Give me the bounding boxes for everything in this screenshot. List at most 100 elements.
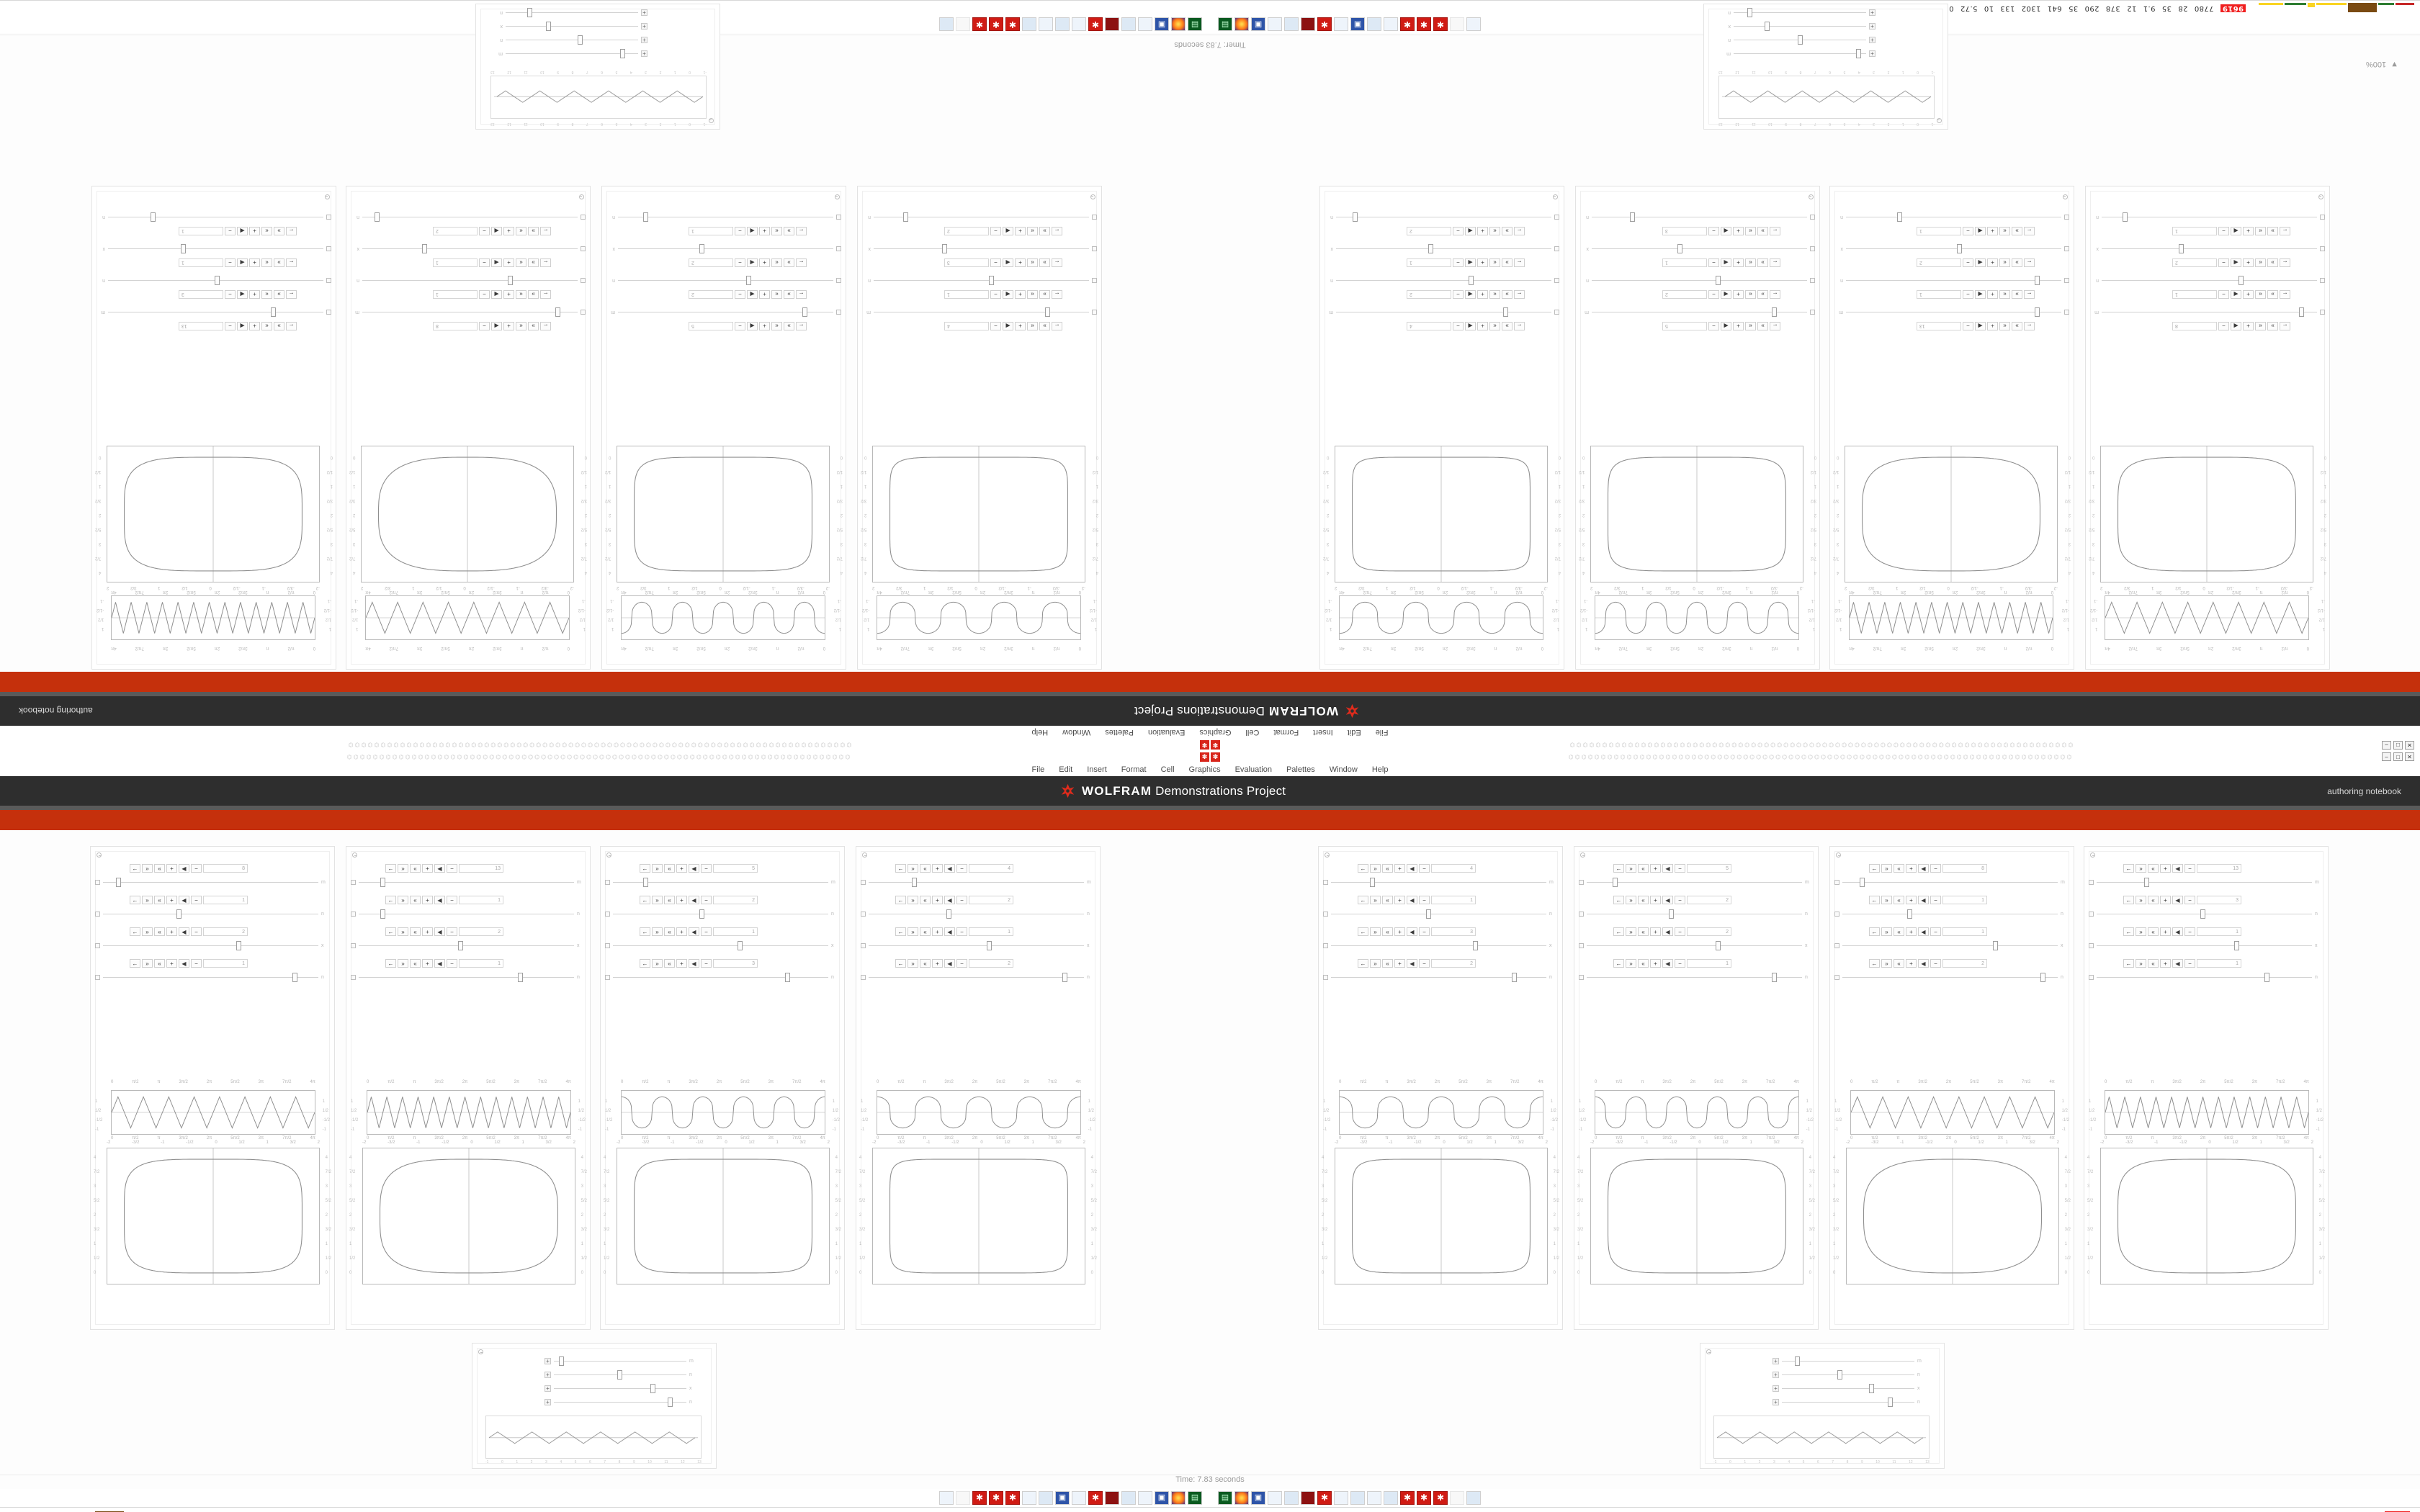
value-field[interactable]: 4: [1407, 322, 1451, 330]
notebook-menubar-mirrored[interactable]: ⌬⌬⌬⌬⌬⌬⌬⌬⌬⌬⌬⌬⌬⌬⌬⌬⌬⌬⌬⌬⌬⌬⌬⌬⌬⌬⌬⌬⌬⌬⌬⌬⌬⌬⌬⌬⌬⌬⌬⌬…: [0, 726, 2420, 751]
anim-button-3[interactable]: +: [422, 927, 433, 936]
anim-button-1[interactable]: »: [2136, 896, 2146, 904]
value-field[interactable]: 8: [2172, 322, 2217, 330]
value-field[interactable]: 3: [1431, 927, 1476, 936]
anim-button-0[interactable]: ←: [1514, 290, 1525, 299]
value-field[interactable]: 1: [459, 959, 503, 968]
slider-thumb[interactable]: [1859, 878, 1865, 887]
slider-minus-icon[interactable]: [1323, 880, 1328, 885]
slider-thumb[interactable]: [150, 212, 156, 222]
anim-button-4[interactable]: ◀: [944, 896, 955, 904]
anim-button-3[interactable]: +: [932, 896, 943, 904]
anim-button-0[interactable]: ←: [385, 927, 396, 936]
anim-button-1[interactable]: »: [1502, 258, 1512, 267]
slider-track[interactable]: [108, 276, 323, 285]
animation-controls[interactable]: ←» «+ ◀ −1: [433, 290, 551, 299]
value-field[interactable]: 1: [1917, 227, 1961, 235]
panel-resize-handle[interactable]: [606, 852, 611, 858]
anim-button-3[interactable]: +: [676, 896, 687, 904]
menu-item-help[interactable]: Help: [1031, 728, 1049, 737]
anim-button-5[interactable]: −: [2218, 258, 2229, 267]
slider-row[interactable]: x: [1323, 244, 1559, 253]
slider-minus-icon[interactable]: [326, 278, 331, 283]
anim-button-5[interactable]: −: [479, 258, 490, 267]
anim-button-0[interactable]: ←: [1052, 290, 1062, 299]
anim-button-2[interactable]: «: [1999, 290, 2010, 299]
anim-button-0[interactable]: ←: [1514, 227, 1525, 235]
anim-button-3[interactable]: +: [1477, 227, 1488, 235]
anim-button-3[interactable]: +: [249, 322, 260, 330]
anim-button-1[interactable]: »: [2267, 290, 2278, 299]
slider-thumb[interactable]: [1425, 909, 1431, 919]
slider-track[interactable]: [506, 8, 638, 17]
slider-row[interactable]: n: [861, 909, 1097, 919]
animation-controls[interactable]: ←» «+ ◀ −2: [1662, 290, 1780, 299]
taskbar-icon-stack[interactable]: [1466, 1491, 1481, 1505]
value-field[interactable]: 2: [459, 927, 503, 936]
animation-controls[interactable]: ←» «+ ◀ −2: [689, 258, 807, 267]
anim-button-3[interactable]: +: [1477, 290, 1488, 299]
slider-thumb[interactable]: [1764, 22, 1770, 31]
anim-button-5[interactable]: −: [2184, 927, 2195, 936]
slider-thumb[interactable]: [115, 878, 121, 887]
anim-button-5[interactable]: −: [1419, 896, 1430, 904]
slider-row[interactable]: x: [1323, 941, 1559, 950]
anim-button-4[interactable]: ◀: [1465, 258, 1476, 267]
anim-button-0[interactable]: ←: [1869, 959, 1880, 968]
anim-button-5[interactable]: −: [1708, 322, 1719, 330]
anim-button-2[interactable]: «: [1027, 322, 1038, 330]
panel-resize-handle[interactable]: [1836, 852, 1841, 858]
anim-button-1[interactable]: »: [1502, 227, 1512, 235]
anim-button-4[interactable]: ◀: [1662, 927, 1673, 936]
anim-button-2[interactable]: «: [1382, 927, 1393, 936]
animation-controls[interactable]: ←» «+ ◀ −2: [1407, 227, 1525, 235]
anim-button-1[interactable]: »: [2267, 227, 2278, 235]
slider-thumb[interactable]: [1473, 941, 1479, 950]
anim-button-0[interactable]: ←: [796, 227, 807, 235]
animation-controls[interactable]: ←» «+ ◀ −1: [2172, 227, 2290, 235]
slider-thumb[interactable]: [1855, 49, 1861, 58]
anim-button-1[interactable]: »: [652, 927, 663, 936]
taskbar-icon-wolfram[interactable]: [1400, 1491, 1415, 1505]
slider-minus-icon[interactable]: [1810, 246, 1815, 251]
anim-button-0[interactable]: ←: [1770, 227, 1780, 235]
expand-icon[interactable]: +: [1773, 1358, 1779, 1364]
slider-track[interactable]: [613, 941, 828, 950]
anim-button-3[interactable]: +: [1987, 227, 1998, 235]
slider-minus-icon[interactable]: [836, 278, 841, 283]
anim-button-2[interactable]: «: [2148, 896, 2159, 904]
slider-minus-icon[interactable]: [2089, 912, 2094, 917]
slider-row[interactable]: n: [351, 909, 587, 919]
anim-button-2[interactable]: «: [1999, 227, 2010, 235]
anim-button-3[interactable]: +: [422, 896, 433, 904]
value-field[interactable]: 1: [944, 290, 989, 299]
expand-icon[interactable]: +: [1869, 50, 1876, 57]
taskbar-icon-wolfram[interactable]: [1317, 1491, 1332, 1505]
animation-controls[interactable]: ←» «+ ◀ −5: [640, 864, 758, 873]
anim-button-0[interactable]: ←: [796, 322, 807, 330]
anim-button-3[interactable]: +: [759, 290, 770, 299]
anim-button-1[interactable]: »: [398, 896, 408, 904]
slider-row[interactable]: m: [1579, 307, 1815, 317]
value-field[interactable]: 1: [2172, 227, 2217, 235]
slider-track[interactable]: [2102, 276, 2317, 285]
anim-button-2[interactable]: «: [1027, 290, 1038, 299]
taskbar-icon-wolfram[interactable]: [1088, 17, 1103, 31]
anim-button-5[interactable]: −: [735, 227, 745, 235]
anim-button-3[interactable]: +: [1394, 864, 1405, 873]
anim-button-5[interactable]: −: [1930, 927, 1941, 936]
panel-resize-handle[interactable]: [1937, 118, 1942, 123]
panel-resize-handle[interactable]: [862, 852, 867, 858]
anim-button-4[interactable]: ◀: [747, 322, 758, 330]
animation-controls[interactable]: ←» «+ ◀ −8: [2172, 322, 2290, 330]
taskbar-icon-wolfram[interactable]: [1400, 17, 1415, 31]
animation-controls[interactable]: ←» «+ ◀ −5: [689, 322, 807, 330]
anim-button-2[interactable]: «: [2148, 959, 2159, 968]
anim-button-1[interactable]: »: [528, 227, 539, 235]
anim-button-2[interactable]: «: [664, 896, 675, 904]
anim-button-3[interactable]: +: [759, 322, 770, 330]
anim-button-3[interactable]: +: [1015, 322, 1026, 330]
value-field[interactable]: 2: [944, 227, 989, 235]
anim-button-0[interactable]: ←: [1358, 896, 1368, 904]
slider-minus-icon[interactable]: [1579, 880, 1584, 885]
